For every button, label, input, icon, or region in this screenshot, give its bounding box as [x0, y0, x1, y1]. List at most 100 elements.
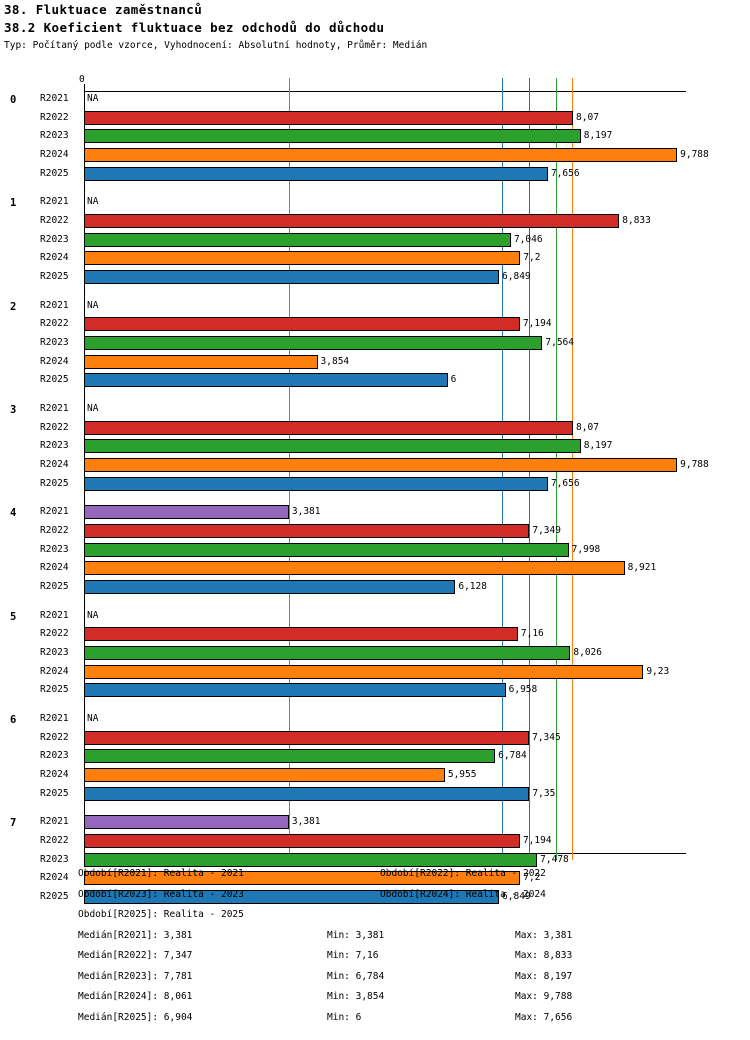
- chart-row[interactable]: R2024 7,2: [0, 871, 750, 890]
- chart-row[interactable]: R2023 8,026: [0, 645, 750, 665]
- chart-row[interactable]: R2022 7,194: [0, 833, 750, 853]
- bar-r2024[interactable]: [84, 871, 521, 886]
- chart-row[interactable]: R2024 7,2: [0, 251, 750, 270]
- chart-row[interactable]: R2025 7,35: [0, 786, 750, 806]
- bar-value-label: 6,958: [508, 684, 538, 696]
- chart-row[interactable]: R2023 7,998: [0, 542, 750, 562]
- bar-r2023[interactable]: [84, 129, 581, 144]
- chart-row[interactable]: R2024 3,854: [0, 354, 750, 374]
- bar-r2023[interactable]: [84, 439, 581, 454]
- chart-row[interactable]: R2025 7,656: [0, 476, 750, 496]
- bar-r2025[interactable]: [84, 270, 500, 285]
- stat-max: Max: 8,833: [515, 950, 573, 961]
- bar-r2022[interactable]: [84, 627, 518, 642]
- bar-r2022[interactable]: [84, 730, 530, 745]
- bar-r2024[interactable]: [84, 664, 644, 679]
- row-label-r2023: R2023: [40, 853, 69, 865]
- stat-median: Medián[R2023]: 7,781: [78, 970, 193, 982]
- chart-row[interactable]: R2023 6,784: [0, 749, 750, 768]
- chart-row[interactable]: R2025 6,958: [0, 683, 750, 702]
- bar-value-label: 8,921: [627, 562, 657, 574]
- bar-r2021[interactable]: [84, 505, 289, 520]
- bar-r2024[interactable]: [84, 354, 318, 369]
- row-label-r2024: R2024: [40, 355, 69, 367]
- bar-r2022[interactable]: [84, 214, 620, 228]
- bar-r2021[interactable]: [84, 815, 289, 830]
- bar-r2024[interactable]: [84, 767, 445, 782]
- chart-row[interactable]: R2021 NA: [0, 92, 750, 111]
- chart-row[interactable]: R2022 7,345: [0, 730, 750, 750]
- bar-r2023[interactable]: [84, 749, 496, 764]
- chart-row[interactable]: R2022 7,194: [0, 317, 750, 336]
- row-label-r2022: R2022: [40, 834, 69, 846]
- chart-row[interactable]: R2021 NA: [0, 609, 750, 628]
- stat-min: Min: 6: [327, 1011, 362, 1023]
- chart-row[interactable]: R2022 7,349: [0, 523, 750, 543]
- chart-row[interactable]: R2022 8,07: [0, 110, 750, 130]
- bar-r2022[interactable]: [84, 420, 574, 435]
- bar-r2025[interactable]: [84, 580, 456, 594]
- bar-r2023[interactable]: [84, 232, 511, 247]
- bar-r2025[interactable]: [84, 373, 448, 388]
- bar-r2023[interactable]: [84, 336, 543, 350]
- chart-row[interactable]: R2022 7,16: [0, 627, 750, 646]
- chart-row[interactable]: R2025 6,128: [0, 580, 750, 599]
- bar-value-label: 3,381: [291, 506, 321, 518]
- bar-value-label: 8,833: [622, 215, 651, 226]
- stats-row: Medián[R2021]: 3,381 Min: 3,381 Max: 3,381: [0, 930, 750, 951]
- chart-row[interactable]: R2024 9,788: [0, 458, 750, 477]
- bar-r2025[interactable]: [84, 683, 506, 698]
- bar-r2025[interactable]: [84, 786, 530, 801]
- bar-value-label: 7,349: [532, 524, 561, 536]
- legend-row: Období[R2023]: Realita - 2023 Období[R202…: [0, 889, 750, 910]
- bar-r2022[interactable]: [84, 317, 520, 332]
- bar-value-label: 7,656: [550, 477, 580, 489]
- chart-row[interactable]: R2023 7,564: [0, 336, 750, 355]
- bar-r2025[interactable]: [84, 476, 548, 491]
- bar-r2022[interactable]: [84, 523, 530, 538]
- chart-row[interactable]: R2022 8,07: [0, 420, 750, 440]
- bar-r2023[interactable]: [84, 852, 538, 867]
- bar-r2023[interactable]: [84, 542, 569, 557]
- chart-legend: Období[R2021]: Realita - 2021 Období[R202…: [0, 868, 750, 1032]
- chart-row[interactable]: R2023 7,478: [0, 852, 750, 872]
- stat-median: Medián[R2021]: 3,381: [78, 929, 193, 941]
- chart-row[interactable]: R2024 9,23: [0, 664, 750, 684]
- page-title: 38. Fluktuace zaměstnanců: [4, 2, 203, 17]
- chart-row[interactable]: R2022 8,833: [0, 214, 750, 233]
- chart-row[interactable]: R2025 6,849: [0, 270, 750, 289]
- chart-row[interactable]: R2025 6: [0, 373, 750, 392]
- chart-row[interactable]: R2021 3,381: [0, 815, 750, 834]
- chart-row[interactable]: R2023 8,197: [0, 439, 750, 458]
- bar-value-label: 8,07: [576, 111, 599, 123]
- chart-row[interactable]: R2024 5,955: [0, 767, 750, 787]
- chart-row[interactable]: R2023 7,046: [0, 232, 750, 252]
- chart-row[interactable]: R2024 9,788: [0, 148, 750, 167]
- row-label-r2022: R2022: [40, 731, 69, 743]
- bar-r2024[interactable]: [84, 251, 521, 266]
- bar-r2024[interactable]: [84, 458, 678, 472]
- bar-r2023[interactable]: [84, 645, 571, 660]
- bar-r2024[interactable]: [84, 148, 678, 163]
- row-label-r2024: R2024: [40, 872, 69, 884]
- bar-r2022[interactable]: [84, 833, 520, 848]
- chart-row[interactable]: R2023 8,197: [0, 129, 750, 148]
- bar-value-label: 8,197: [583, 440, 613, 452]
- bar-value-label: 7,345: [532, 731, 561, 743]
- group-number: 6: [10, 713, 17, 726]
- bar-r2025[interactable]: [84, 889, 500, 904]
- row-label-r2021: R2021: [40, 506, 69, 518]
- chart-row[interactable]: R2025 7,656: [0, 166, 750, 186]
- bar-r2022[interactable]: [84, 110, 574, 125]
- bar-r2024[interactable]: [84, 561, 625, 576]
- chart-row[interactable]: R2021 3,381: [0, 505, 750, 524]
- chart-row[interactable]: R2024 8,921: [0, 561, 750, 580]
- bar-value-na: NA: [87, 299, 99, 311]
- stats-row: Medián[R2022]: 7,347 Min: 7,16 Max: 8,833: [0, 950, 750, 971]
- bar-r2025[interactable]: [84, 166, 548, 181]
- chart-row[interactable]: R2021 NA: [0, 712, 750, 731]
- chart-row[interactable]: R2021 NA: [0, 299, 750, 318]
- chart-row[interactable]: R2021 NA: [0, 195, 750, 214]
- chart-row[interactable]: R2021 NA: [0, 402, 750, 421]
- chart-row[interactable]: R2025 6,849: [0, 889, 750, 909]
